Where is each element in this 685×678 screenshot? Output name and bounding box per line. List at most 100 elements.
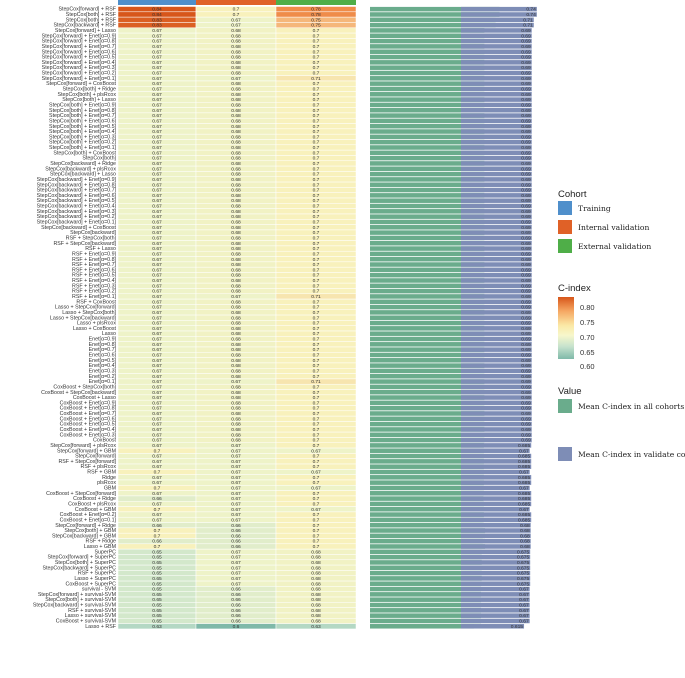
heat-cell-value: 0.67 [152, 87, 162, 93]
mean-validate-bar [461, 491, 532, 496]
heat-cell-value: 0.67 [152, 214, 162, 220]
heat-cell-value: 0.68 [231, 406, 241, 412]
heat-cell-value: 0.7 [313, 363, 320, 369]
mean-validate-bar [461, 198, 532, 203]
heat-cell-value: 0.66 [231, 523, 241, 529]
mean-validate-bar [461, 225, 532, 230]
row-label: StepCox[both] + Enet[α=0.2] [49, 140, 116, 146]
cindex-colorbar [558, 297, 574, 359]
heat-cell-value: 0.67 [152, 28, 162, 34]
heat-cell-value: 0.68 [231, 92, 241, 98]
heat-cell-value: 0.67 [152, 427, 162, 433]
heat-cell-value: 0.7 [313, 539, 320, 545]
mean-all-bar [370, 411, 485, 416]
row-label: Lasso + survival-SVM [65, 613, 116, 619]
heat-cell-value: 0.7 [313, 310, 320, 316]
mean-validate-bar [461, 528, 531, 533]
mean-validate-bar [461, 480, 532, 485]
row-label: StepCox[forward] + Ridge [55, 523, 116, 529]
mean-all-bar [370, 203, 485, 209]
heat-cell-value: 0.7 [313, 528, 320, 534]
mean-validate-bar-label: 0.69 [521, 124, 531, 130]
row-label: StepCox[both] + Enet[α=0.5] [49, 124, 116, 130]
mean-all-bar [370, 517, 484, 523]
row-label: CoxBoost + Enet[α=0.7] [60, 411, 117, 417]
mean-validate-bar-label: 0.69 [521, 193, 531, 199]
heat-cell-value: 0.67 [231, 454, 241, 460]
heat-cell-value: 0.71 [311, 379, 321, 385]
mean-validate-bar-label: 0.69 [521, 76, 531, 82]
mean-all-bar [370, 464, 484, 469]
row-label: Lasso + SuperPC [74, 576, 116, 582]
mean-all-bar [370, 129, 485, 134]
heat-cell-value: 0.67 [152, 310, 162, 316]
mean-all-bar [370, 193, 485, 198]
row-label: StepCox[backward] + Enet[α=0.9] [37, 177, 117, 183]
heat-cell-value: 0.67 [152, 416, 162, 422]
mean-validate-bar [461, 235, 532, 241]
heat-cell-value: 0.7 [313, 464, 320, 470]
row-label: StepCox[backward] + Ridge [50, 161, 116, 167]
mean-validate-bar [461, 379, 532, 384]
heat-cell-value: 0.7 [233, 7, 240, 13]
mean-validate-bar [461, 459, 532, 464]
heat-cell-value: 0.67 [152, 517, 162, 523]
heat-cell-value: 0.67 [152, 315, 162, 321]
mean-all-bar [370, 17, 496, 23]
heat-cell-value: 0.68 [231, 368, 241, 374]
heat-cell-value: 0.67 [152, 358, 162, 364]
mean-validate-bar-label: 0.685 [518, 496, 531, 502]
mean-validate-bar-label: 0.67 [519, 448, 529, 454]
mean-validate-bar-label: 0.69 [521, 28, 531, 34]
heat-cell-value: 0.68 [231, 390, 241, 396]
mean-validate-bar-label: 0.69 [521, 150, 531, 156]
heat-cell-value: 0.7 [313, 267, 320, 273]
row-label: StepCox[both] + Enet[α=0.9] [49, 102, 116, 108]
heat-cell-value: 0.84 [152, 7, 162, 13]
mean-all-bar [370, 544, 486, 549]
mean-validate-bar-label: 0.69 [521, 108, 531, 114]
heat-cell-value: 0.68 [231, 353, 241, 359]
heat-cell-value: 0.67 [152, 251, 162, 257]
mean-validate-bar-label: 0.74 [526, 12, 536, 18]
cohort-legend-title: Cohort [558, 189, 587, 200]
row-label: RSF + CoxBoost [76, 299, 116, 305]
heat-cell-value: 0.68 [231, 55, 241, 61]
heat-cell-value: 0.67 [152, 368, 162, 374]
mean-validate-bar [461, 294, 532, 299]
heat-cell-value: 0.68 [311, 571, 321, 577]
mean-validate-bar-label: 0.69 [521, 102, 531, 108]
mean-validate-bar [461, 262, 532, 267]
heat-cell-value: 0.7 [313, 108, 320, 114]
mean-all-bar [370, 219, 485, 225]
mean-all-bar [370, 240, 485, 246]
mean-validate-bar [461, 373, 532, 379]
mean-validate-bar [461, 416, 532, 422]
heat-cell-value: 0.67 [152, 193, 162, 199]
mean-validate-bar [461, 570, 531, 576]
mean-validate-bar [461, 432, 532, 438]
heat-cell-value: 0.67 [231, 294, 241, 300]
heat-cell-value: 0.7 [313, 331, 320, 337]
row-label: StepCox[both] + Enet[α=0.6] [49, 118, 116, 124]
mean-validate-bar [461, 368, 532, 374]
heat-cell-value: 0.67 [152, 230, 162, 236]
heat-cell-value: 0.7 [313, 517, 320, 523]
mean-validate-bar [461, 389, 532, 395]
heat-cell-value: 0.67 [152, 475, 162, 481]
heat-cell-value: 0.67 [152, 235, 162, 241]
heat-cell-value: 0.67 [152, 60, 162, 66]
row-label: CoxBoost + Enet[α=0.2] [60, 512, 117, 518]
mean-all-bar [370, 576, 482, 581]
mean-all-bar [370, 586, 482, 592]
mean-validate-bar-label: 0.68 [520, 533, 530, 539]
heat-cell-value: 0.68 [231, 230, 241, 236]
internal-validation-swatch [558, 220, 572, 234]
mean-validate-bar [461, 618, 530, 624]
heat-cell-value: 0.7 [313, 118, 320, 124]
heat-cell-value: 0.67 [231, 565, 241, 571]
heat-cell-value: 0.7 [233, 12, 240, 18]
heat-cell-value: 0.66 [231, 597, 241, 603]
heat-cell-value: 0.68 [231, 358, 241, 364]
heat-cell-value: 0.67 [152, 326, 162, 332]
